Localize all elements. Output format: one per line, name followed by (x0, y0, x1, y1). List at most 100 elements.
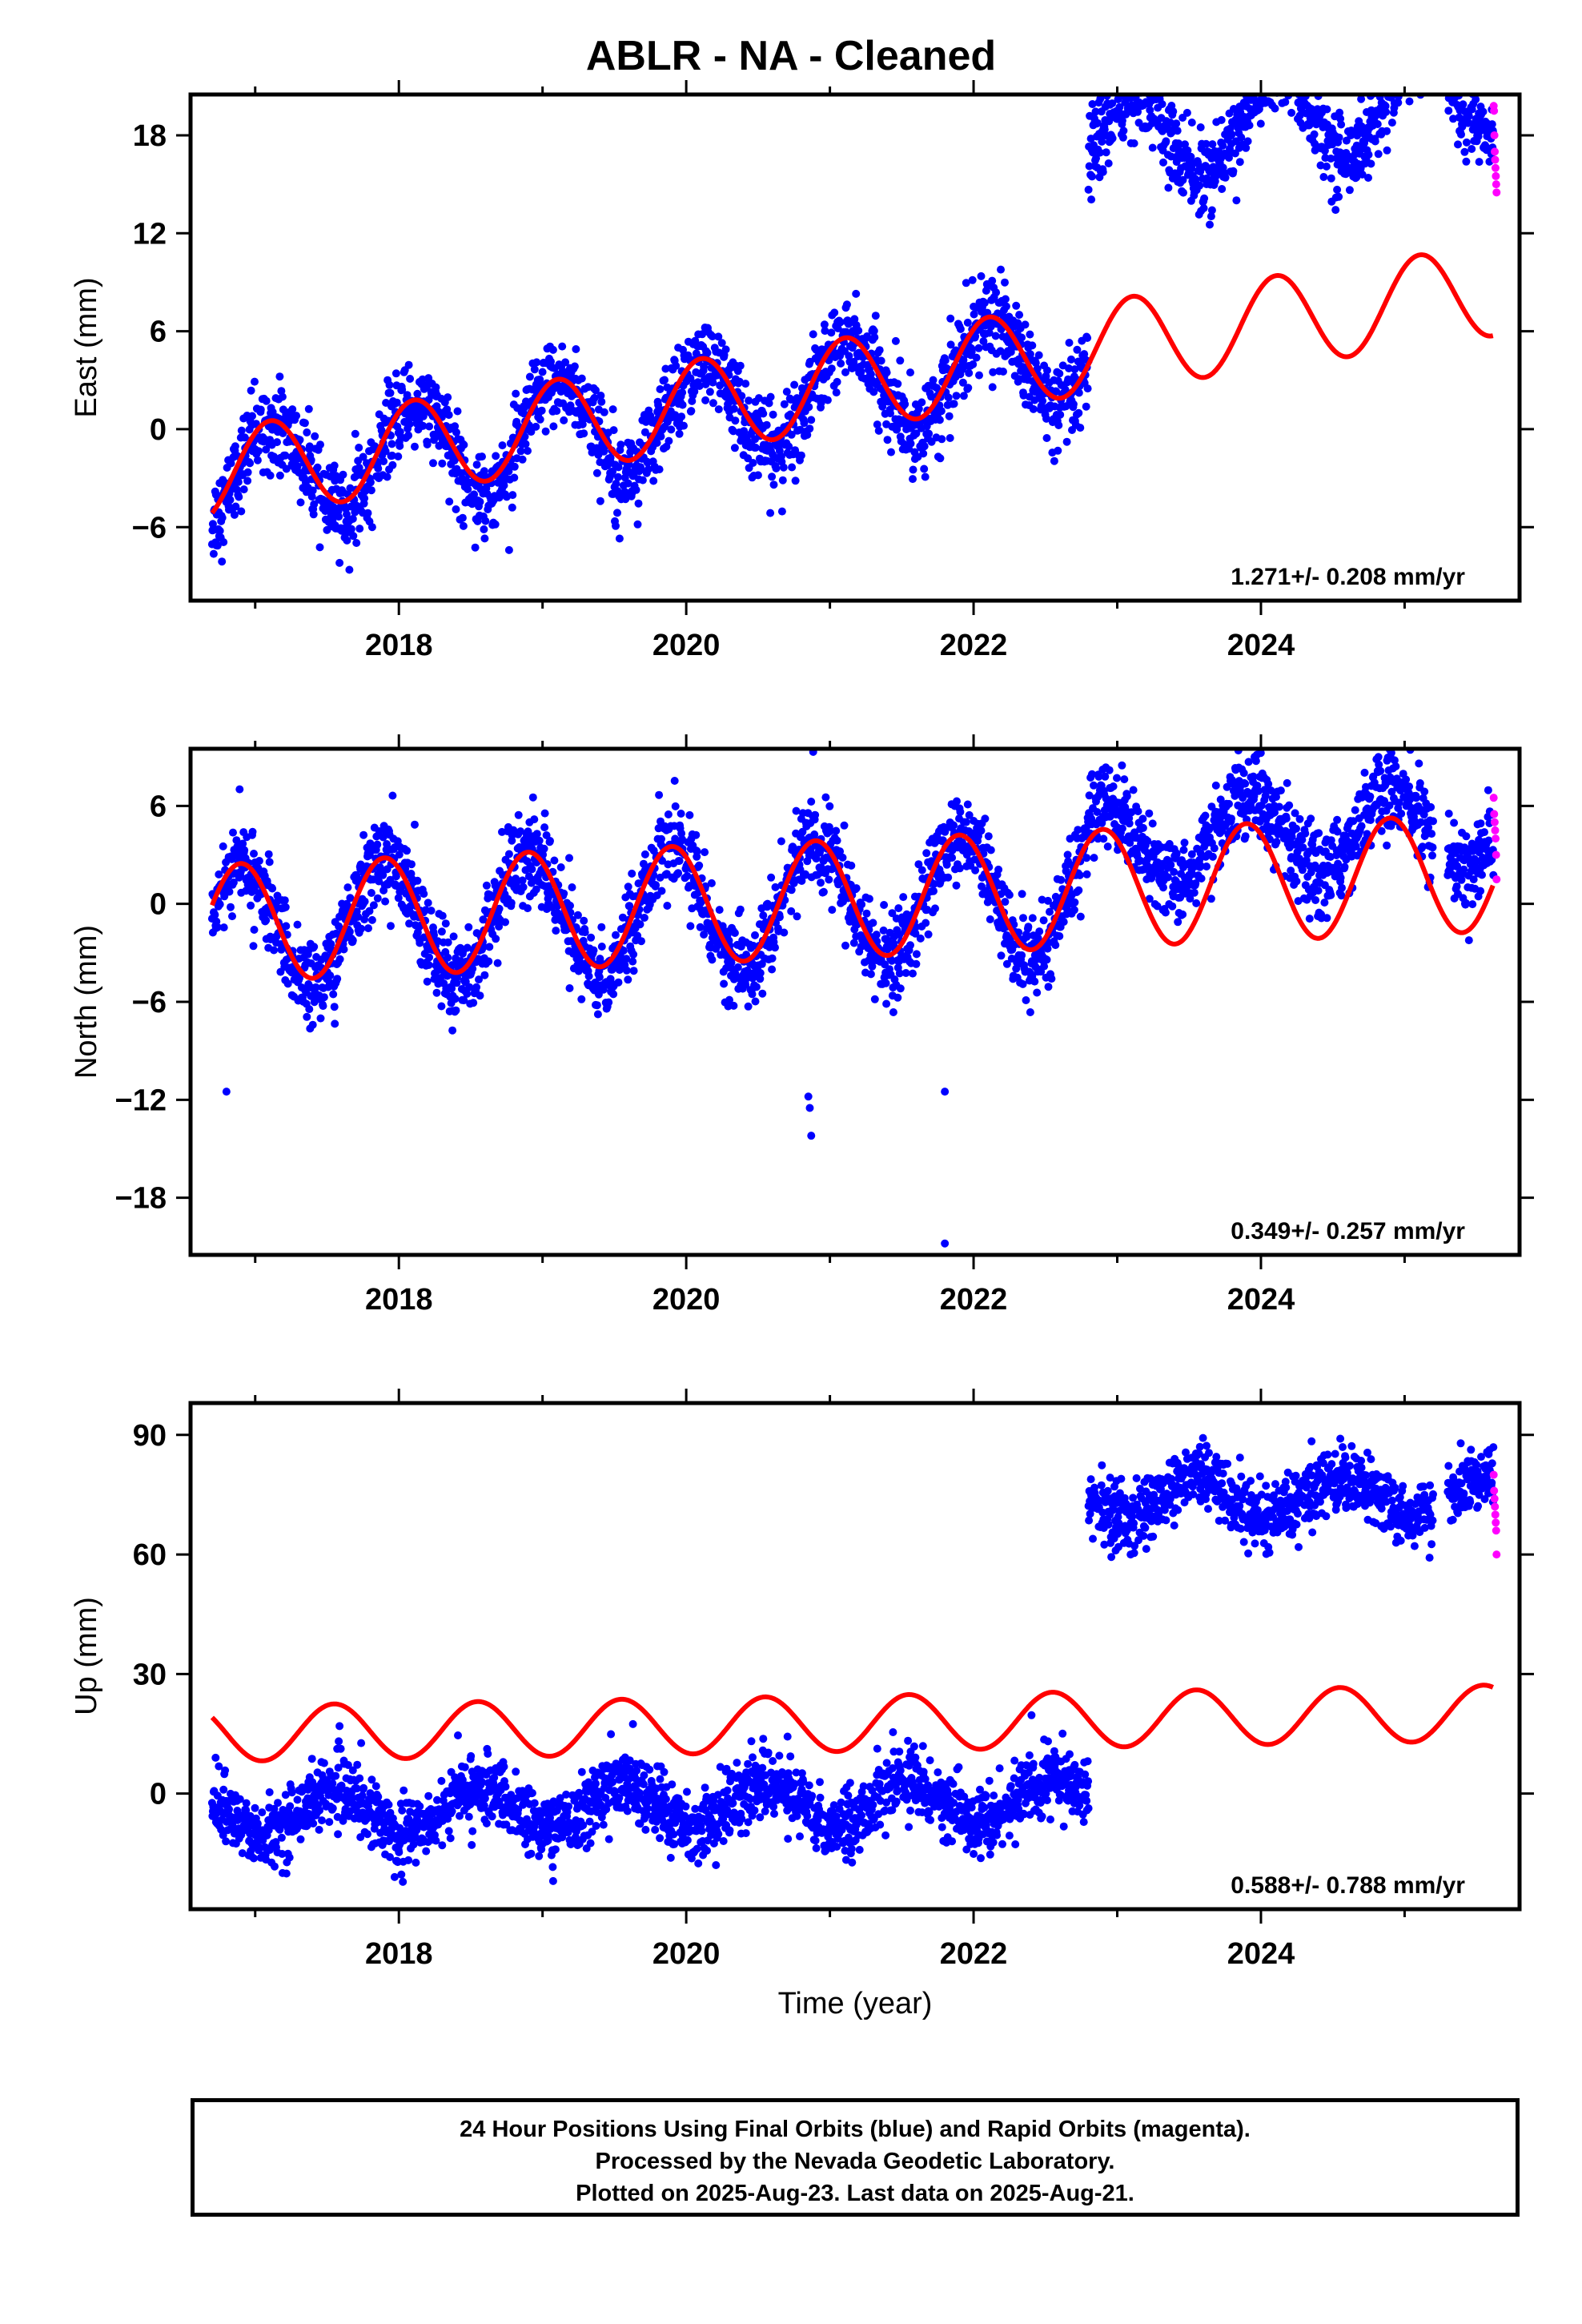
final-orbit-point (736, 905, 745, 914)
final-orbit-point (425, 953, 434, 962)
final-orbit-point (1154, 79, 1162, 87)
final-orbit-point (919, 449, 928, 458)
final-orbit-point (842, 300, 851, 309)
final-orbit-point (1090, 854, 1098, 862)
final-orbit-point (1320, 147, 1329, 155)
final-orbit-point (847, 861, 856, 870)
final-orbit-point (580, 928, 589, 937)
final-orbit-point (1423, 26, 1431, 34)
final-orbit-point (228, 912, 236, 921)
final-orbit-point (452, 1006, 460, 1015)
final-orbit-point (1063, 850, 1072, 859)
final-orbit-point (1277, 70, 1285, 78)
final-orbit-point (1055, 369, 1064, 378)
final-orbit-point (938, 435, 946, 444)
final-orbit-points (207, 26, 1498, 574)
final-orbit-point (1122, 82, 1130, 90)
final-orbit-point (912, 950, 921, 959)
final-orbit-point (997, 951, 1006, 960)
rate-label: 1.271+/- 0.208 mm/yr (1231, 564, 1465, 590)
final-orbit-point (1404, 62, 1412, 70)
final-orbit-point (748, 990, 757, 999)
final-orbit-point (1029, 404, 1038, 413)
final-orbit-point (225, 887, 234, 896)
final-orbit-point (597, 923, 606, 931)
final-orbit-point (881, 979, 890, 987)
final-orbit-point (882, 999, 891, 1008)
final-orbit-point (1282, 48, 1290, 56)
final-orbit-point (1457, 130, 1465, 139)
final-orbit-point (596, 497, 604, 505)
final-orbit-point (448, 984, 456, 993)
final-orbit-point (282, 464, 291, 473)
final-orbit-point (514, 810, 523, 819)
final-orbit-point (953, 797, 961, 806)
final-orbit-point (1098, 137, 1106, 146)
final-orbit-point (636, 920, 644, 929)
final-orbit-point (1172, 119, 1181, 128)
final-orbit-point (1019, 914, 1027, 923)
final-orbit-point (780, 928, 789, 937)
final-orbit-point (612, 480, 620, 488)
final-orbit-point (248, 412, 256, 420)
final-orbit-point (841, 368, 849, 376)
final-orbit-point (240, 846, 249, 854)
final-orbit-point (1268, 76, 1276, 84)
final-orbit-point (1420, 60, 1428, 68)
final-orbit-point (248, 827, 257, 836)
final-orbit-point (281, 451, 290, 460)
final-orbit-point (661, 364, 670, 373)
plot-frame (188, 92, 1522, 603)
final-orbit-point (989, 368, 998, 376)
final-orbit-point (1293, 75, 1301, 83)
final-orbit-point (373, 894, 382, 903)
final-orbit-point (331, 1019, 339, 1028)
final-orbit-point (1225, 154, 1233, 162)
final-orbit-point (520, 409, 528, 418)
final-orbit-point (970, 310, 978, 319)
final-orbit-point (423, 977, 432, 986)
final-orbit-point (1428, 76, 1436, 84)
final-orbit-point (387, 440, 396, 448)
final-orbit-point (1386, 40, 1394, 48)
final-orbit-point (1295, 70, 1303, 78)
final-orbit-point (234, 477, 243, 486)
final-orbit-point (608, 467, 617, 476)
final-orbit-point (921, 472, 930, 481)
final-orbit-point (1042, 955, 1051, 964)
final-orbit-point (927, 392, 936, 401)
final-orbit-point (1012, 964, 1021, 973)
final-orbit-point (556, 863, 565, 871)
final-orbit-point (1108, 134, 1117, 143)
rapid-orbit-points (1489, 102, 1501, 197)
final-orbit-point (451, 995, 460, 1003)
final-orbit-point (480, 525, 488, 533)
final-orbit-point (1418, 54, 1426, 62)
final-orbit-point (1050, 456, 1058, 465)
final-orbit-point (1286, 86, 1294, 94)
final-orbit-point (721, 345, 730, 354)
final-orbit-point (1200, 194, 1209, 203)
final-orbit-point (1342, 136, 1351, 145)
final-orbit-point (213, 923, 222, 931)
final-orbit-point (348, 514, 357, 523)
final-orbit-point (444, 953, 452, 962)
final-orbit-point (656, 432, 665, 440)
final-orbit-point (484, 957, 493, 966)
final-orbit-point (430, 436, 438, 444)
final-orbit-point (577, 374, 586, 383)
final-orbit-point (1293, 79, 1301, 87)
final-orbit-point (1094, 772, 1103, 781)
final-orbit-point (787, 430, 796, 439)
final-orbit-point (296, 498, 305, 507)
final-orbit-point (1285, 46, 1293, 54)
final-orbit-point (1420, 82, 1428, 90)
final-orbit-point (1407, 45, 1415, 53)
final-orbit-point (253, 456, 262, 464)
final-orbit-point (243, 476, 252, 485)
final-orbit-point (619, 947, 628, 955)
final-orbit-point (501, 918, 509, 927)
final-orbit-point (962, 818, 970, 826)
final-orbit-point (211, 911, 219, 919)
